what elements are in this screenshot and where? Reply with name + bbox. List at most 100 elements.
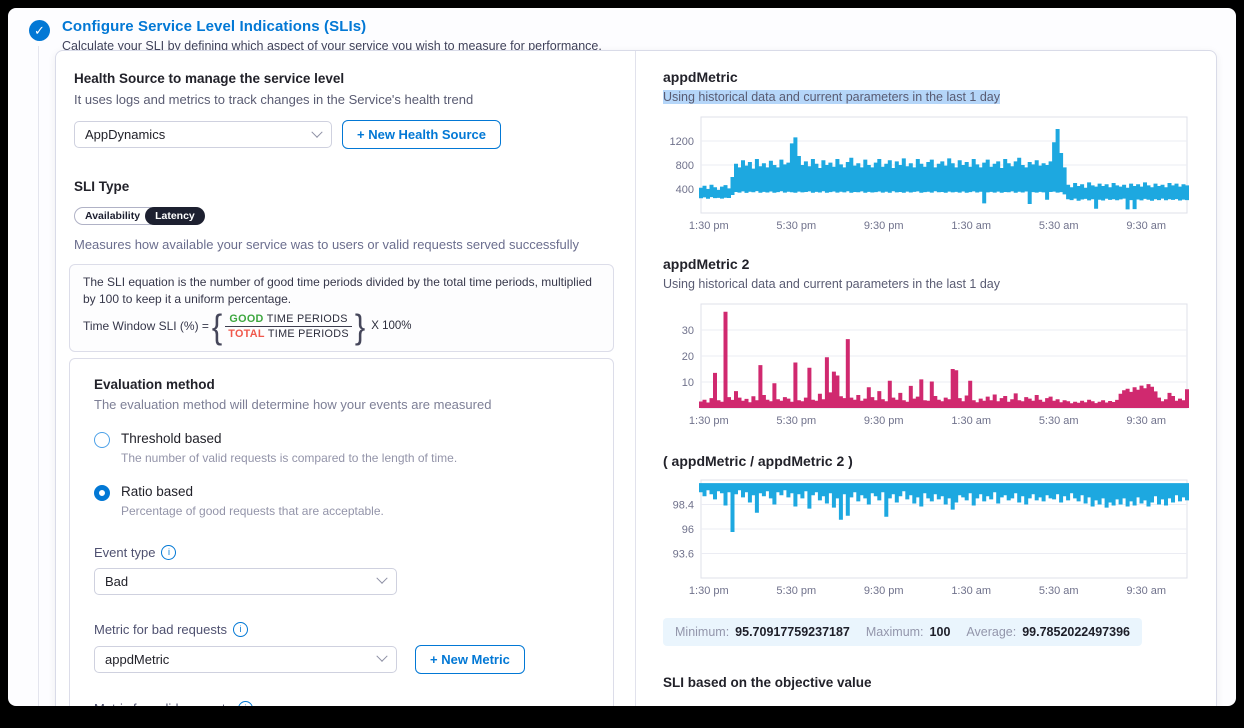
svg-text:5:30 am: 5:30 am <box>1039 220 1079 232</box>
threshold-based-option: Threshold based The number of valid requ… <box>94 431 613 465</box>
health-source-select[interactable]: AppDynamics <box>74 121 332 148</box>
metric-bad-selected-value: appdMetric <box>105 651 170 667</box>
svg-text:1:30 am: 1:30 am <box>951 415 991 427</box>
svg-text:9:30 am: 9:30 am <box>1126 220 1166 232</box>
svg-text:93.6: 93.6 <box>673 549 694 561</box>
page-subtitle: Calculate your SLI by defining which asp… <box>62 39 602 53</box>
equation-suffix: X 100% <box>371 320 412 333</box>
step-header: ✓ Configure Service Level Indications (S… <box>8 8 1236 53</box>
event-type-selected-value: Bad <box>105 573 129 589</box>
health-source-description: It uses logs and metrics to track change… <box>74 92 474 107</box>
metric-valid-field: Metric for valid requests i appdMetric 2… <box>94 700 613 706</box>
chart-subtitle: Using historical data and current parame… <box>663 277 1000 291</box>
chart-title: appdMetric <box>663 69 738 85</box>
chart-title: appdMetric 2 <box>663 256 750 272</box>
info-icon[interactable]: i <box>238 700 253 706</box>
close-brace: } <box>354 306 366 346</box>
event-type-select[interactable]: Bad <box>94 567 397 595</box>
evaluation-method-description: The evaluation method will determine how… <box>94 396 492 412</box>
new-metric-button[interactable]: + New Metric <box>415 644 525 674</box>
appdmetric2-chart-block: appdMetric 2 Using historical data and c… <box>663 256 1192 428</box>
average-value: 99.7852022497396 <box>1022 625 1130 639</box>
ratio-stats-bar: Minimum: 95.70917759237187 Maximum: 100 Av… <box>663 618 1142 646</box>
svg-text:10: 10 <box>682 377 694 389</box>
equation-fraction: GOOD TIME PERIODS TOTAL TIME PERIODS <box>224 313 353 340</box>
charts-panel: appdMetric Using historical data and cur… <box>636 51 1216 706</box>
ratio-chart: 93.6 96 98.4 1:30 pm 5:30 pm 9:30 pm 1:30 am 5:… <box>673 479 1189 597</box>
metric-bad-field: Metric for bad requests i appdMetric + N… <box>94 621 613 674</box>
metric-bad-select[interactable]: appdMetric <box>94 645 397 673</box>
sli-type-availability-pill[interactable]: Availability <box>74 207 159 225</box>
health-source-selected-value: AppDynamics <box>85 127 166 142</box>
svg-text:98.4: 98.4 <box>673 500 694 512</box>
sli-equation-text: The SLI equation is the number of good t… <box>83 275 592 306</box>
appdmetric2-chart: 10 20 30 1:30 pm 5:30 pm 9:30 pm 1:30 am 5:30 a… <box>682 303 1189 427</box>
chart-subtitle: Using historical data and current parame… <box>663 90 1000 104</box>
svg-text:5:30 pm: 5:30 pm <box>776 585 816 597</box>
svg-text:9:30 pm: 9:30 pm <box>864 220 904 232</box>
svg-text:9:30 pm: 9:30 pm <box>864 415 904 427</box>
open-brace: { <box>211 306 223 346</box>
new-health-source-button[interactable]: + New Health Source <box>342 120 501 149</box>
svg-text:1:30 am: 1:30 am <box>951 585 991 597</box>
threshold-based-radio[interactable] <box>94 431 110 448</box>
sli-type-description: Measures how available your service was … <box>74 237 580 252</box>
good-time-periods: GOOD <box>229 312 264 325</box>
svg-text:5:30 pm: 5:30 pm <box>776 220 816 232</box>
ratio-based-description: Percentage of good requests that are acc… <box>121 503 384 518</box>
health-source-section: Health Source to manage the service leve… <box>74 71 635 149</box>
svg-text:1:30 pm: 1:30 pm <box>689 585 729 597</box>
sli-type-label: SLI Type <box>74 179 130 194</box>
denominator-rest: TIME PERIODS <box>264 327 349 340</box>
svg-text:96: 96 <box>682 524 694 536</box>
evaluation-method-title: Evaluation method <box>94 376 215 392</box>
equation-prefix: Time Window SLI (%) = <box>83 319 209 334</box>
svg-text:5:30 am: 5:30 am <box>1039 415 1079 427</box>
page-title: Configure Service Level Indications (SLI… <box>62 18 367 35</box>
sli-objective-heading: SLI based on the objective value <box>663 675 872 690</box>
chart-title: ( appdMetric / appdMetric 2 ) <box>663 453 853 469</box>
minimum-label: Minimum: <box>675 625 730 639</box>
sli-equation-box: The SLI equation is the number of good t… <box>69 264 614 352</box>
threshold-based-label: Threshold based <box>121 430 222 446</box>
info-icon[interactable]: i <box>232 621 248 637</box>
svg-text:1:30 pm: 1:30 pm <box>689 220 729 232</box>
threshold-based-description: The number of valid requests is compared… <box>121 450 458 465</box>
sli-type-section: SLI Type Availability Latency Measures h… <box>74 179 635 252</box>
ratio-chart-block: ( appdMetric / appdMetric 2 ) 93.6 96 98.4… <box>663 453 1192 598</box>
evaluation-method-section: Evaluation method The evaluation method … <box>69 357 614 706</box>
sli-config-card: Health Source to manage the service leve… <box>55 50 1217 706</box>
info-icon[interactable]: i <box>161 544 177 560</box>
chevron-down-icon <box>376 650 388 662</box>
ratio-based-label: Ratio based <box>121 483 194 499</box>
minimum-value: 95.70917759237187 <box>735 625 850 639</box>
svg-text:9:30 am: 9:30 am <box>1126 415 1166 427</box>
svg-text:800: 800 <box>676 160 694 172</box>
numerator-rest: TIME PERIODS <box>263 312 348 325</box>
chevron-down-icon <box>376 572 388 584</box>
sli-type-latency-pill[interactable]: Latency <box>145 207 205 225</box>
step-connector-line <box>38 46 39 706</box>
health-source-label: Health Source to manage the service leve… <box>74 71 345 86</box>
svg-text:400: 400 <box>676 184 694 196</box>
maximum-value: 100 <box>929 625 951 639</box>
event-type-label: Event type <box>94 544 156 560</box>
svg-text:1:30 am: 1:30 am <box>951 220 991 232</box>
metric-bad-label: Metric for bad requests <box>94 621 227 637</box>
sli-type-toggle: Availability Latency <box>74 207 205 225</box>
metric-valid-label: Metric for valid requests <box>94 701 232 706</box>
svg-text:1200: 1200 <box>670 136 694 148</box>
sli-equation-formula: Time Window SLI (%) = { GOOD TIME PERIOD… <box>83 306 600 346</box>
appdmetric-chart: 400 800 1200 1:30 pm 5:30 pm 9:30 pm 1:30 am 5:… <box>670 116 1189 232</box>
total-time-periods: TOTAL <box>228 327 265 340</box>
svg-text:30: 30 <box>682 325 694 337</box>
ratio-based-option: Ratio based Percentage of good requests … <box>94 484 613 518</box>
maximum-label: Maximum: <box>865 625 924 639</box>
ratio-based-radio[interactable] <box>94 484 110 501</box>
svg-text:1:30 pm: 1:30 pm <box>689 415 729 427</box>
svg-text:5:30 pm: 5:30 pm <box>776 415 816 427</box>
step-complete-check-icon: ✓ <box>29 20 50 41</box>
svg-text:9:30 am: 9:30 am <box>1126 585 1166 597</box>
svg-text:5:30 am: 5:30 am <box>1039 585 1079 597</box>
chevron-down-icon <box>311 126 323 138</box>
